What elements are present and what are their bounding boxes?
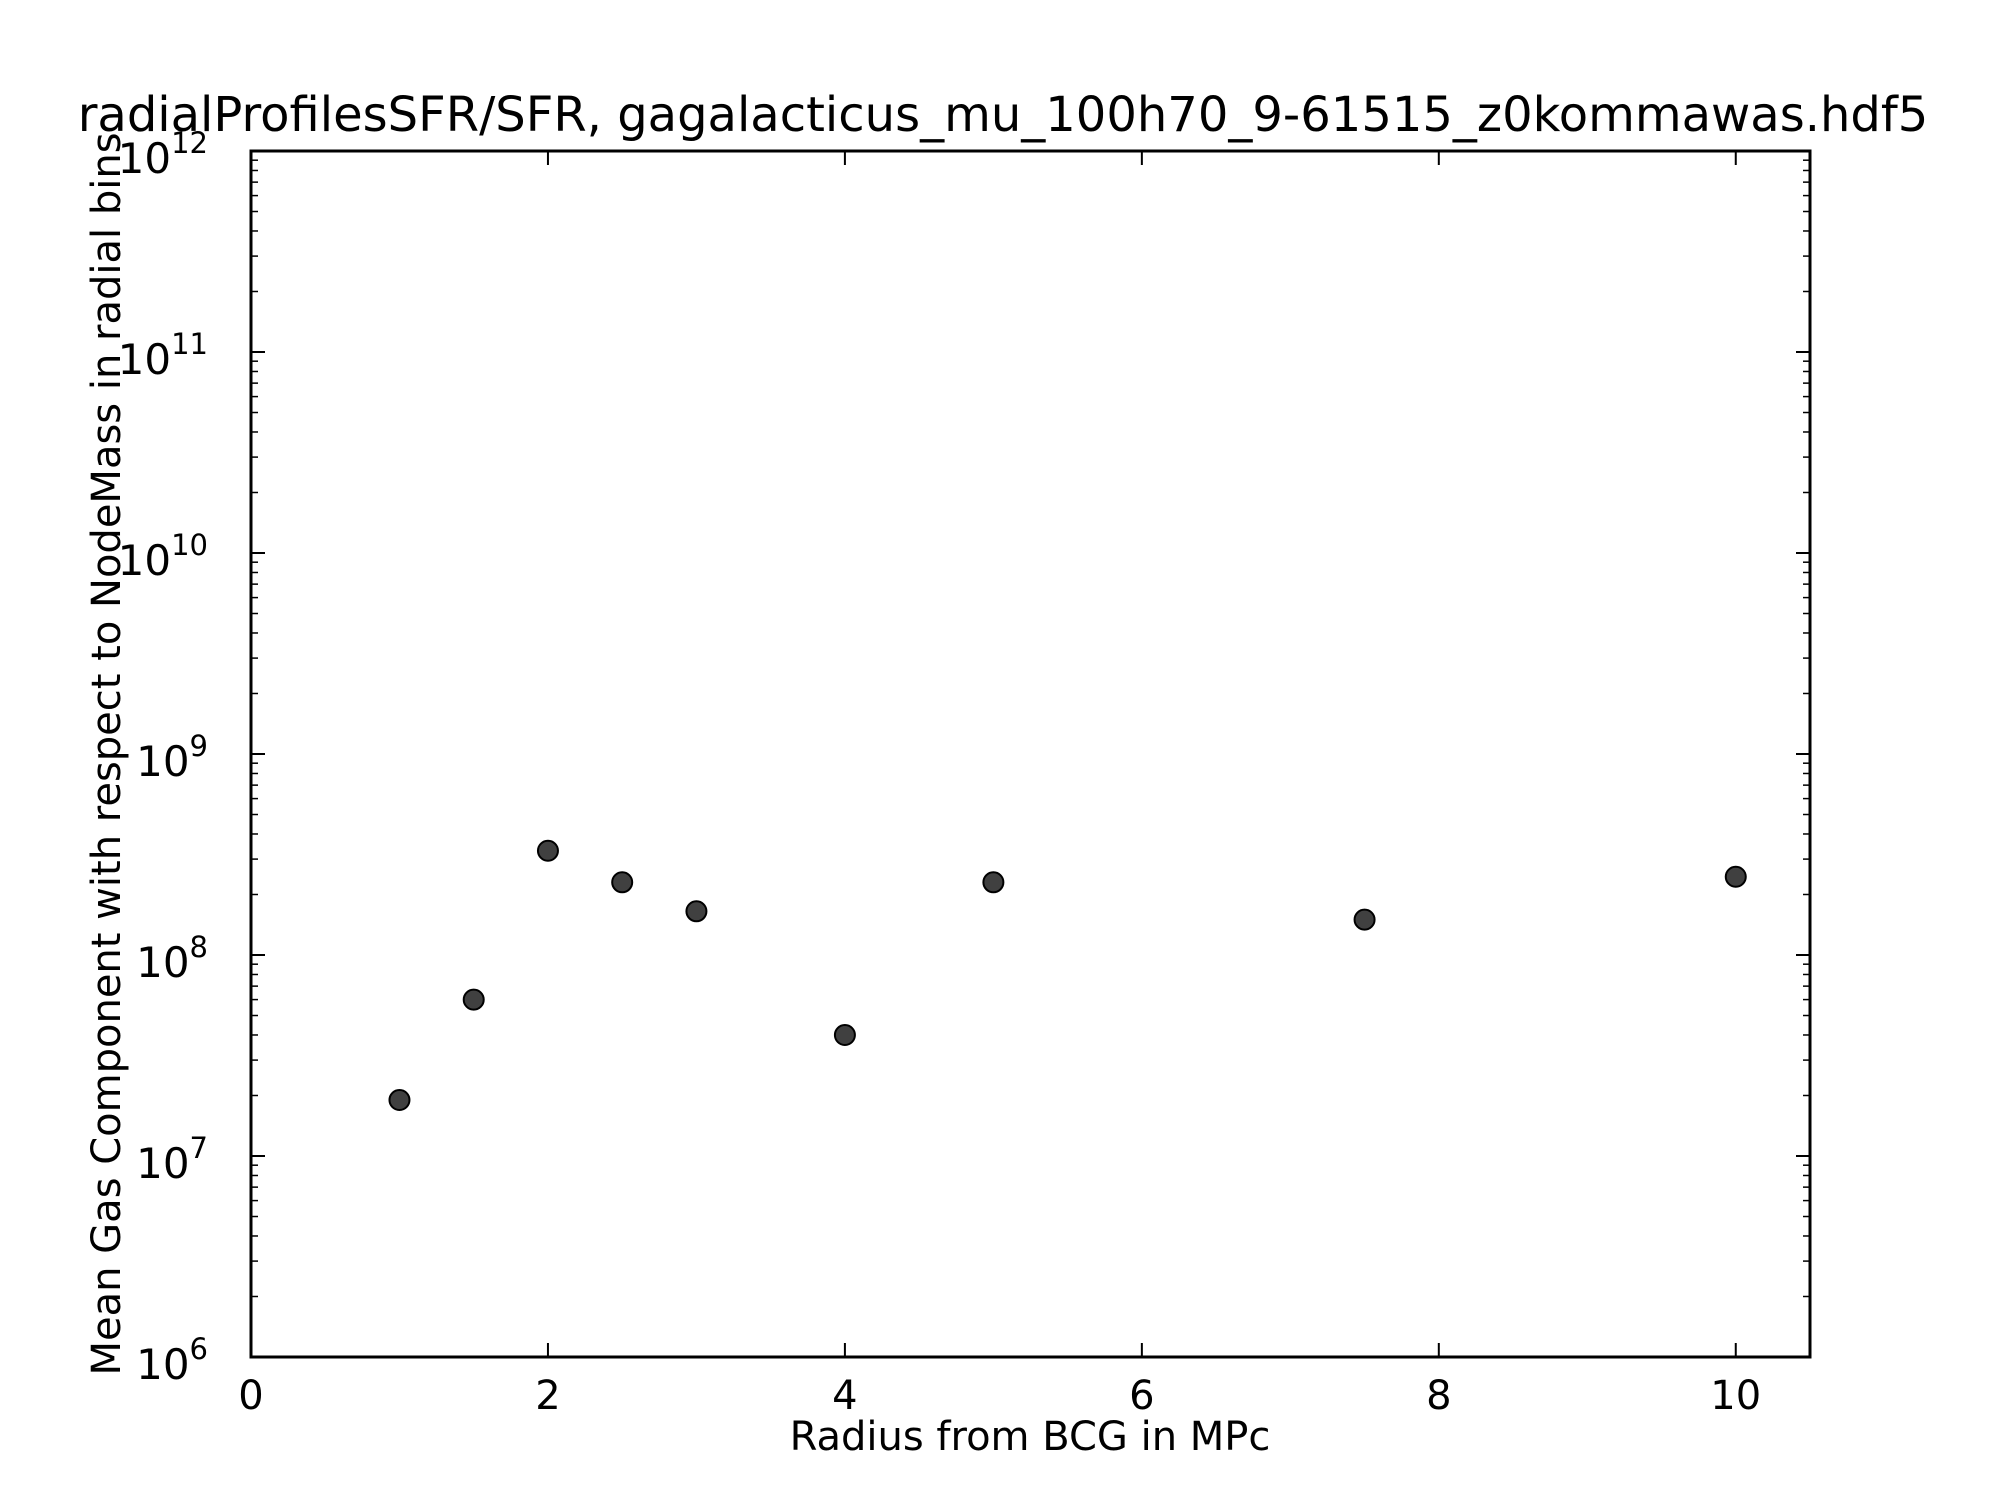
x-tick-label: 10: [1710, 1373, 1761, 1419]
x-tick-label: 2: [535, 1373, 560, 1419]
y-axis-label: Mean Gas Component with respect to NodeM…: [84, 132, 130, 1375]
data-point: [536, 839, 559, 862]
y-tick-label: 107: [136, 1131, 208, 1188]
data-points: [388, 839, 1747, 1111]
data-point: [833, 1023, 856, 1046]
data-point: [611, 871, 634, 894]
data-point: [462, 988, 485, 1011]
data-point: [1724, 865, 1747, 888]
chart-title: radialProfilesSFR/SFR, gagalacticus_mu_1…: [78, 87, 1929, 143]
x-tick-label: 8: [1426, 1373, 1451, 1419]
y-tick-label: 1011: [118, 327, 208, 384]
plot-area-frame: [249, 149, 1812, 1359]
x-axis-label: Radius from BCG in MPc: [790, 1414, 1271, 1460]
x-tick-label: 0: [238, 1373, 263, 1419]
data-point: [1353, 908, 1376, 931]
data-point: [982, 871, 1005, 894]
y-tick-label: 106: [136, 1332, 208, 1389]
x-tick-label: 6: [1129, 1373, 1154, 1419]
data-point: [388, 1088, 411, 1111]
data-point: [685, 900, 708, 923]
x-tick-label: 4: [832, 1373, 857, 1419]
